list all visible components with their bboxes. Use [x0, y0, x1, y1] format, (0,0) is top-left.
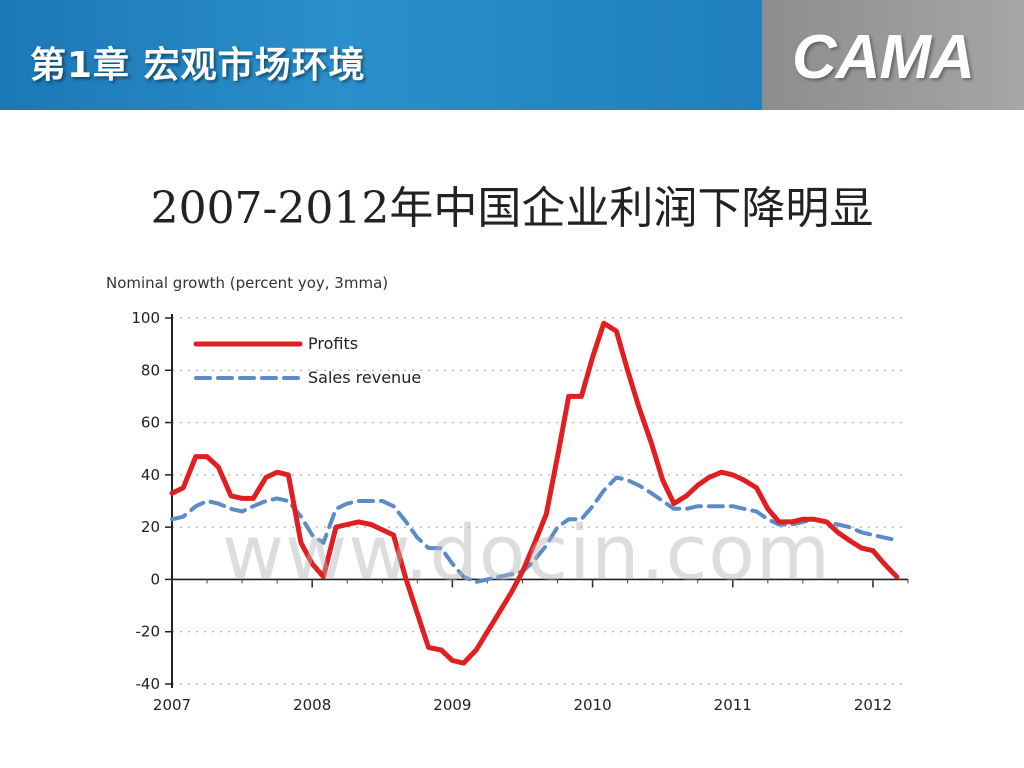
x-tick-label: 2007 [153, 696, 191, 714]
header-blue-band [0, 0, 762, 110]
y-tick-label: 80 [141, 361, 160, 379]
x-tick-label: 2008 [293, 696, 331, 714]
profits-line [169, 320, 900, 666]
x-tick-label: 2010 [573, 696, 611, 714]
chart-axes: 100 80 60 40 20 0 -20 -40 2007 2008 2009 2010 2011 20… [131, 309, 909, 714]
y-tick-label: 100 [131, 309, 160, 327]
watermark: www.docin.com [222, 508, 831, 597]
header-logo-band [762, 0, 1024, 110]
y-tick-label: 0 [150, 570, 160, 588]
chart-series [169, 320, 900, 666]
legend-label: Sales revenue [308, 368, 421, 387]
chart-legend: Profits Sales revenue [193, 334, 421, 387]
legend-label: Profits [308, 334, 358, 353]
slide-title: 2007-2012年中国企业利润下降明显 [150, 183, 874, 234]
y-tick-label: 20 [141, 518, 160, 536]
chapter-title: 第1章 宏观市场环境 [30, 45, 366, 86]
chart-y-axis-title: Nominal growth (percent yoy, 3mma) [106, 274, 389, 292]
x-tick-label: 2011 [714, 696, 752, 714]
cama-logo: CAMA [792, 23, 975, 92]
x-tick-label: 2012 [854, 696, 892, 714]
y-tick-label: 60 [141, 414, 160, 432]
growth-line-chart: 100 80 60 40 20 0 -20 -40 2007 2008 2009 2010 2011 20… [131, 309, 909, 714]
x-tick-label: 2009 [433, 696, 471, 714]
slide-header: 第1章 宏观市场环境 CAMA [0, 0, 1024, 110]
y-tick-label: -40 [136, 675, 161, 693]
y-tick-label: 40 [141, 466, 160, 484]
y-tick-label: -20 [136, 623, 161, 641]
